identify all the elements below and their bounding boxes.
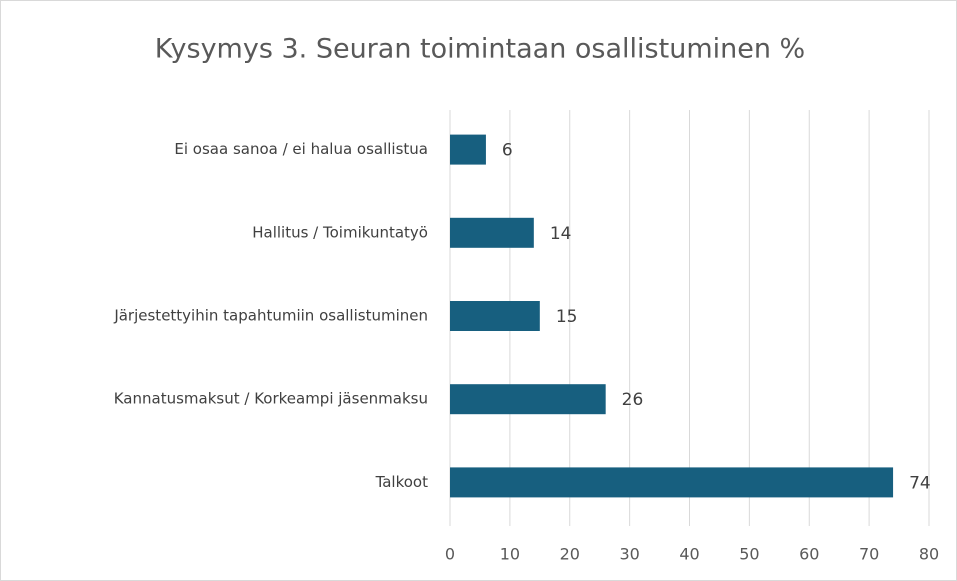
- bar: [450, 384, 606, 415]
- bar: [450, 467, 894, 498]
- x-tick-label: 50: [739, 545, 759, 564]
- data-label: 15: [556, 307, 578, 327]
- x-tick-label: 60: [799, 545, 819, 564]
- y-tick-label: Ei osaa sanoa / ei halua osallistua: [174, 140, 428, 158]
- y-tick-label: Hallitus / Toimikuntatyö: [252, 223, 428, 241]
- x-tick-label: 20: [560, 545, 580, 564]
- bar: [450, 217, 534, 248]
- y-tick-label: Kannatusmaksut / Korkeampi jäsenmaksu: [114, 390, 428, 408]
- chart-title: Kysymys 3. Seuran toimintaan osallistumi…: [155, 34, 805, 65]
- data-label: 26: [622, 390, 644, 410]
- x-tick-label: 30: [619, 545, 639, 564]
- x-tick-label: 70: [859, 545, 879, 564]
- y-tick-label: Talkoot: [375, 473, 429, 491]
- bar: [450, 134, 486, 165]
- data-label: 74: [909, 473, 931, 493]
- x-tick-label: 10: [500, 545, 520, 564]
- data-label: 6: [502, 141, 513, 161]
- x-tick-label: 80: [919, 545, 939, 564]
- bar: [450, 301, 540, 331]
- x-tick-label: 0: [445, 545, 455, 564]
- x-tick-label: 40: [679, 545, 699, 564]
- y-tick-label: Järjestettyihin tapahtumiin osallistumin…: [113, 307, 428, 325]
- data-label: 14: [550, 224, 572, 244]
